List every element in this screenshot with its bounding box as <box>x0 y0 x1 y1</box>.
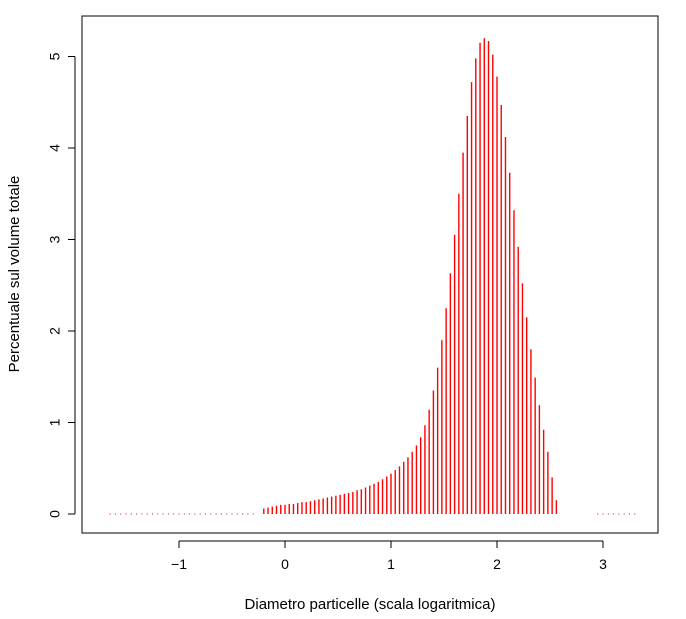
x-tick-label: 2 <box>493 556 501 572</box>
y-tick-label: 1 <box>47 418 63 426</box>
x-tick-label: 0 <box>281 556 289 572</box>
plot-frame <box>81 15 659 534</box>
y-tick-label: 0 <box>47 510 63 518</box>
y-tick-label: 5 <box>47 52 63 60</box>
y-axis: 0 1 2 3 4 5 <box>47 52 76 518</box>
bar-lines-group <box>109 38 636 515</box>
y-tick-label: 4 <box>47 144 63 152</box>
x-tick-label: −1 <box>171 556 187 572</box>
y-tick-label: 2 <box>47 327 63 335</box>
y-axis-title: Percentuale sul volume totale <box>6 176 23 373</box>
x-tick-label: 3 <box>599 556 607 572</box>
y-tick-label: 3 <box>47 235 63 243</box>
x-axis: −1 0 1 2 3 <box>171 540 607 572</box>
x-axis-title: Diametro particelle (scala logaritmica) <box>245 596 496 613</box>
x-tick-label: 1 <box>387 556 395 572</box>
